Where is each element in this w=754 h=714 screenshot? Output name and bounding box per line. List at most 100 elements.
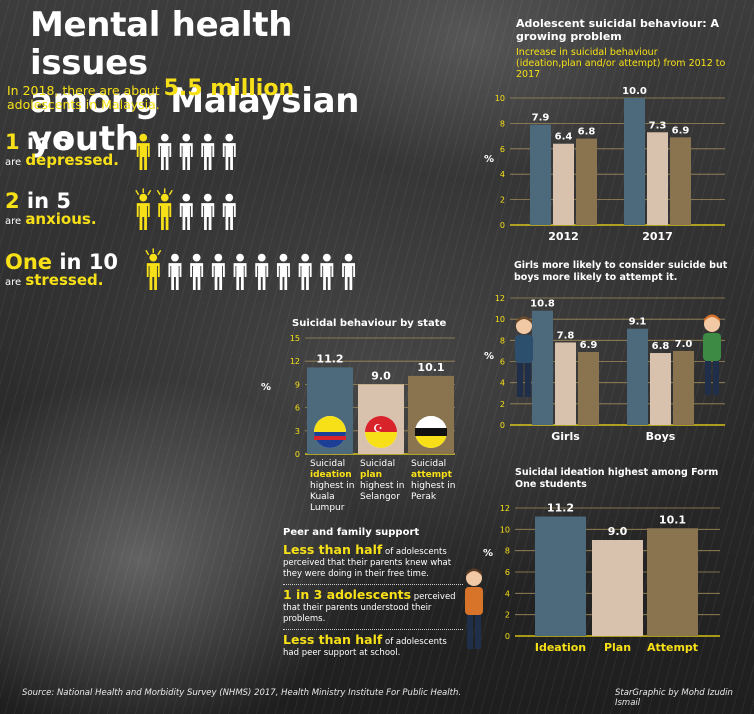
peer-item-text: of adolescents had peer support at schoo… [283, 637, 447, 658]
gender-data-label: 6.8 [652, 341, 670, 352]
state-label-post1: highest in [360, 481, 405, 491]
person-icon [222, 133, 236, 170]
emblem-bottom [365, 432, 397, 448]
growing-bar [530, 124, 551, 225]
highlighted-person-icon [156, 188, 173, 230]
growing-bar [576, 138, 597, 225]
person-body [168, 263, 182, 290]
boy-figure-icon [703, 314, 721, 395]
person-head [236, 253, 244, 262]
y-tick-label: 2 [505, 611, 510, 620]
gender-data-label: 9.1 [629, 317, 647, 328]
figure-leg [713, 361, 719, 395]
gender-category-label: Boys [646, 430, 676, 443]
person-icon [201, 193, 215, 230]
peer-item: 1 in 3 adolescents perceived that their … [283, 587, 463, 625]
peer-item-text: of adolescents perceived that their pare… [283, 547, 452, 579]
gender-bar [555, 342, 576, 425]
y-axis-label: % [261, 382, 271, 393]
person-body [276, 263, 290, 290]
state-label-post2: Kuala [310, 492, 335, 502]
y-axis-label: % [484, 351, 494, 362]
peer-item-text: perceived that their parents understood … [283, 592, 456, 624]
person-icon [276, 253, 290, 290]
person-body [255, 263, 269, 290]
stat-number: One [5, 250, 53, 274]
person-head [257, 253, 266, 262]
stat-word: depressed. [25, 151, 119, 169]
stat-ratio: in 5 [19, 189, 72, 213]
stat-number: 1 [5, 130, 20, 154]
person-icon [201, 133, 215, 170]
state-label-pre: Suicidal [310, 459, 346, 469]
cheering-figure-icon [465, 568, 483, 649]
y-tick-label: 0 [500, 221, 505, 230]
y-tick-label: 2 [500, 400, 505, 409]
crescent-star-icon: ☪ [373, 422, 383, 435]
person-body [298, 263, 312, 290]
gender-bar [627, 328, 648, 425]
y-tick-label: 12 [500, 504, 510, 513]
title-line-2: among Malaysian youth [30, 81, 360, 159]
person-head [171, 253, 179, 262]
person-body [179, 203, 193, 230]
state-data-label: 9.0 [371, 369, 391, 382]
growing-bar [553, 143, 574, 225]
form-bar [535, 516, 586, 636]
form-data-label: 10.1 [659, 513, 686, 526]
highlighted-person-icon [136, 133, 150, 170]
figure-body [465, 587, 483, 615]
stat-ratio: in 10 [52, 250, 119, 274]
growing-data-label: 10.0 [622, 86, 647, 97]
stress-lines [145, 248, 162, 256]
person-body [146, 263, 160, 290]
gender-bar [650, 353, 671, 425]
person-head [160, 133, 169, 142]
y-tick-label: 8 [500, 336, 505, 345]
figure-leg [475, 615, 481, 649]
emblem-top [365, 416, 397, 432]
person-body [320, 263, 334, 290]
emblem-top [314, 416, 346, 432]
figure-hair [466, 568, 482, 576]
figure-body [515, 335, 533, 363]
figure-head [704, 316, 720, 332]
growing-data-label: 7.3 [649, 120, 667, 131]
y-tick-label: 4 [500, 170, 505, 179]
stat-word: stressed. [25, 271, 104, 289]
person-icon [298, 253, 312, 290]
form-category-label: Attempt [647, 641, 698, 654]
title-line-1: Mental health issues [30, 5, 293, 83]
credit-note: StarGraphic by Mohd Izudin Ismail [615, 688, 733, 708]
state-label-pre: Suicidal [360, 459, 396, 469]
chart-growing-subtitle: Increase in suicidal behaviour (ideation… [516, 47, 726, 80]
figure-leg [705, 361, 711, 395]
person-icon [320, 253, 334, 290]
growing-category-label: 2012 [548, 230, 579, 243]
y-tick-label: 6 [500, 358, 505, 367]
person-head [214, 253, 223, 262]
gender-bar [532, 310, 553, 425]
person-head [225, 193, 234, 202]
growing-bar [624, 98, 645, 225]
person-body [222, 143, 236, 170]
figure-leg [517, 363, 523, 397]
state-label-pre: Suicidal [411, 459, 447, 469]
person-head [139, 133, 148, 142]
stat-depressed: 1 in 5 are depressed. [5, 130, 119, 169]
girl-figure-icon [515, 316, 533, 397]
figure-hair [516, 316, 532, 324]
y-tick-label: 10 [500, 525, 510, 534]
gender-bar [578, 351, 599, 425]
person-head [192, 253, 201, 262]
state-label-highlight: plan [360, 470, 383, 480]
state-label-highlight: attempt [411, 470, 452, 480]
person-head [149, 253, 158, 262]
figure-body [703, 333, 721, 361]
y-tick-label: 15 [290, 334, 300, 343]
y-tick-label: 9 [295, 380, 300, 389]
peer-item-lead: 1 in 3 adolescents [283, 587, 412, 602]
person-body [136, 203, 150, 230]
figure-head [516, 318, 532, 334]
